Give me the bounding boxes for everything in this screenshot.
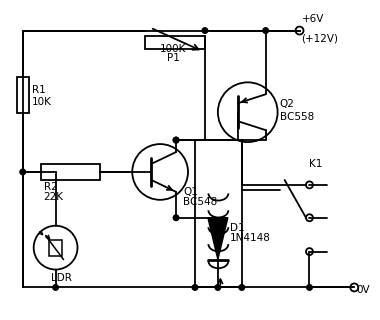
Text: D1: D1 [230, 223, 244, 233]
Text: LDR: LDR [51, 273, 71, 283]
Circle shape [20, 169, 25, 175]
Text: (+12V): (+12V) [301, 34, 339, 44]
Text: Q1: Q1 [183, 187, 198, 197]
Text: 0V: 0V [356, 285, 370, 295]
Text: BC558: BC558 [280, 112, 314, 122]
Bar [17, 77, 29, 113]
Text: R1: R1 [32, 85, 46, 95]
Circle shape [263, 28, 268, 33]
Text: BC548: BC548 [183, 197, 217, 207]
Text: 10K: 10K [32, 97, 52, 107]
Text: P1: P1 [167, 53, 179, 63]
Text: 100K: 100K [160, 44, 186, 54]
Circle shape [173, 137, 179, 143]
Circle shape [173, 137, 179, 143]
Text: K1: K1 [309, 159, 323, 169]
Text: Q2: Q2 [280, 99, 294, 109]
Text: +6V: +6V [301, 13, 324, 24]
Text: R2: R2 [44, 182, 57, 192]
Bar [145, 36, 205, 50]
Circle shape [202, 28, 208, 33]
Bar [41, 164, 100, 180]
Bar [195, 140, 242, 287]
Circle shape [215, 285, 221, 290]
Polygon shape [208, 218, 228, 260]
Circle shape [192, 285, 198, 290]
Text: 22K: 22K [44, 192, 63, 202]
Text: 1N4148: 1N4148 [230, 233, 271, 243]
Bar [49, 240, 62, 256]
Circle shape [53, 285, 59, 290]
Circle shape [173, 215, 179, 220]
Circle shape [307, 285, 312, 290]
Circle shape [239, 285, 245, 290]
